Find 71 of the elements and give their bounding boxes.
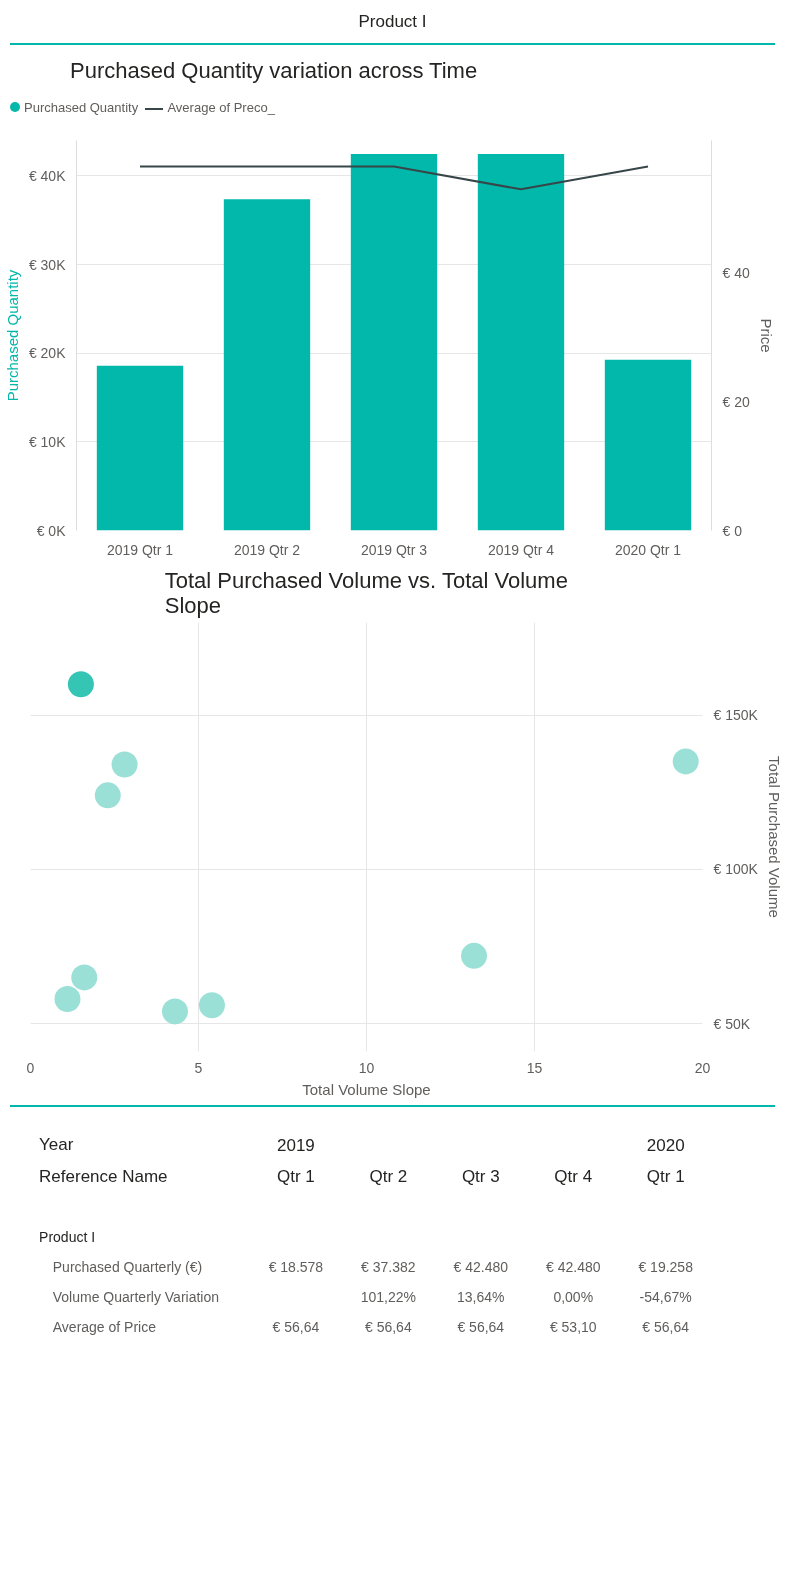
chart-title: Purchased Quantity variation across Time — [70, 57, 478, 85]
text: -54,67% — [639, 1288, 692, 1305]
text: 13,64% — [457, 1288, 505, 1305]
text: 2020 — [646, 1135, 685, 1155]
point — [67, 671, 94, 698]
y2-axis-title: Price — [757, 318, 775, 353]
text: € 37.382 — [361, 1258, 416, 1275]
point — [71, 964, 98, 991]
x-tick-label: 0 — [26, 1059, 35, 1076]
text: € 19.258 — [638, 1258, 694, 1275]
bar — [477, 153, 565, 531]
text: Volume Quarterly Variation — [52, 1288, 220, 1305]
text: € 42.480 — [453, 1258, 509, 1275]
legend-label: Purchased Quantity — [24, 100, 139, 115]
bar — [604, 359, 692, 531]
text: Year — [39, 1135, 74, 1154]
y-tick-label: € 100K — [713, 861, 759, 878]
text: € 56,64 — [364, 1318, 412, 1335]
y2-tick-label: € 20 — [722, 394, 750, 410]
point — [54, 986, 81, 1013]
y-tick-label: € 150K — [713, 707, 759, 724]
x-tick-label: 2020 Qtr 1 — [614, 541, 682, 558]
point — [94, 782, 121, 809]
text: Qtr 1 — [276, 1167, 315, 1186]
x-tick-label: 2019 Qtr 3 — [360, 541, 428, 558]
y-tick-label: € 10K — [28, 433, 67, 450]
y2-tick-label: € 40 — [722, 265, 750, 282]
text: Qtr 1 — [646, 1167, 685, 1186]
text: € 18.578 — [268, 1258, 324, 1275]
bar — [96, 365, 184, 531]
y-tick-label: € 40K — [28, 167, 67, 184]
text: € 56,64 — [457, 1318, 505, 1335]
y-tick-label: € 30K — [28, 256, 67, 273]
point — [111, 751, 138, 778]
x-tick-label: 5 — [194, 1059, 203, 1076]
y-axis-title: Total Purchased Volume — [765, 756, 783, 918]
chart-title: Total Purchased Volume vs. Total Volume Slope — [164, 567, 568, 618]
text: € 42.480 — [545, 1258, 601, 1275]
text: Product I — [358, 11, 427, 33]
text: € 53,10 — [549, 1318, 597, 1335]
point — [198, 992, 225, 1019]
x-tick-label: 10 — [358, 1059, 375, 1076]
y-tick-label: € 0K — [36, 522, 67, 539]
text: € 56,64 — [272, 1318, 320, 1335]
y-axis-title: Purchased Quantity — [3, 269, 21, 402]
point — [161, 998, 188, 1025]
x-axis-title: Total Volume Slope — [302, 1080, 431, 1098]
text: Qtr 2 — [369, 1167, 408, 1186]
y-tick-label: € 20K — [28, 345, 67, 362]
text: 2019 — [276, 1135, 315, 1155]
bar — [223, 199, 311, 531]
text: 0,00% — [553, 1288, 594, 1305]
y-tick-label: € 50K — [713, 1015, 751, 1032]
text: Qtr 3 — [461, 1167, 500, 1186]
text: Product I — [39, 1228, 96, 1245]
text: € 56,64 — [642, 1318, 690, 1335]
text: Average of Price — [52, 1318, 157, 1335]
text: Purchased Quarterly (€) — [52, 1258, 203, 1275]
legend-label: Average of Preco_ — [167, 100, 275, 115]
point — [461, 942, 488, 969]
x-tick-label: 20 — [694, 1059, 711, 1076]
x-tick-label: 2019 Qtr 4 — [487, 541, 555, 558]
x-tick-label: 2019 Qtr 1 — [106, 541, 174, 558]
bar — [350, 153, 438, 531]
x-tick-label: 15 — [526, 1059, 543, 1076]
text: Qtr 4 — [554, 1167, 593, 1186]
text: Reference Name — [39, 1167, 168, 1186]
y2-tick-label: € 0 — [722, 522, 743, 539]
point — [672, 748, 699, 775]
text: 101,22% — [360, 1288, 416, 1305]
x-tick-label: 2019 Qtr 2 — [233, 541, 301, 558]
